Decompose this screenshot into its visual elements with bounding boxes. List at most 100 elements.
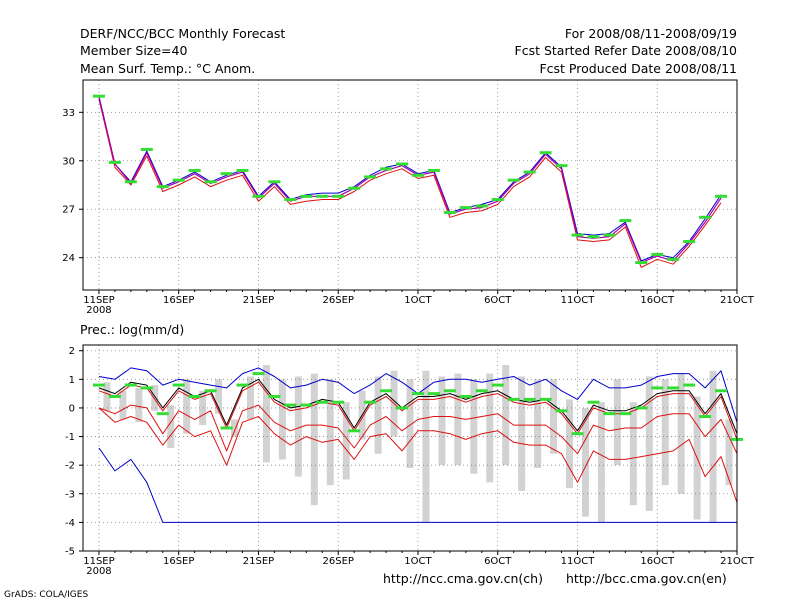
precip-spread-bar (629, 402, 637, 506)
precip-spread-bar (326, 379, 334, 486)
x-year-label: 2008 (86, 305, 111, 316)
header-started-date: Fcst Started Refer Date 2008/08/10 (515, 43, 738, 58)
y-tick-label: 33 (62, 108, 75, 119)
precip-spread-bar (454, 373, 462, 466)
precip-spread-bar (550, 379, 558, 454)
precip-spread-bar (422, 370, 430, 523)
x-tick-label: 26SEP (323, 295, 354, 306)
precip-spread-bar (151, 385, 159, 411)
x-tick-label: 1OCT (404, 556, 432, 567)
temp-lower-line (98, 99, 722, 268)
precip-spread-bar (518, 376, 526, 491)
y-tick-label: -4 (65, 518, 75, 529)
precip-min-line (98, 447, 737, 523)
precip-bars (103, 365, 733, 523)
precip-spread-bar (613, 379, 621, 466)
x-tick-label: 16SEP (163, 556, 194, 567)
precip-spread-bar (183, 379, 191, 434)
precip-mean-line (98, 378, 738, 434)
temperature-y-ticks: 24 27 30 33 (62, 108, 83, 264)
x-tick-label: 16OCT (640, 295, 675, 306)
precip-spread-bar (645, 376, 653, 511)
precip-spread-bar (246, 376, 254, 420)
precip-series (98, 367, 738, 523)
temperature-frame (82, 79, 738, 291)
x-tick-label: 6OCT (484, 295, 512, 306)
temp-upper-line (98, 96, 722, 262)
precip-frame (82, 344, 738, 552)
y-tick-label: -2 (65, 461, 75, 472)
precip-mid-red-line (98, 404, 738, 455)
temp-mean-line (98, 97, 722, 264)
y-tick-label: -5 (65, 547, 75, 558)
temperature-panel: 24 27 30 33 11SEP 16SEP 21SEP 26SEP 1OCT 6OCT 11O… (62, 79, 755, 316)
y-tick-label: -3 (65, 489, 75, 500)
precip-spread-bar (709, 370, 717, 523)
x-tick-label: 21SEP (243, 556, 274, 567)
temperature-grid (83, 80, 737, 290)
y-tick-label: 2 (69, 346, 75, 357)
x-tick-label: 1OCT (404, 295, 432, 306)
precip-spread-bar (167, 405, 175, 448)
precip-spread-bar (103, 382, 111, 411)
header-produced-date: Fcst Produced Date 2008/08/11 (539, 61, 737, 76)
x-tick-label: 26SEP (323, 556, 354, 567)
precip-spread-bar (374, 376, 382, 454)
footer-url-ch[interactable]: http://ncc.cma.gov.cn(ch) (383, 571, 543, 586)
y-tick-label: -1 (65, 432, 75, 443)
precip-spread-bar (566, 399, 574, 489)
y-tick-label: 24 (62, 253, 75, 264)
header-member-size: Member Size=40 (80, 43, 187, 58)
x-year-label: 2008 (86, 566, 111, 577)
footer-url-en[interactable]: http://bcc.cma.gov.cn(en) (566, 571, 727, 586)
header-variable: Mean Surf. Temp.: °C Anom. (80, 61, 255, 76)
precip-spread-bar (294, 376, 302, 477)
precip-spread-bar (470, 379, 478, 474)
precip-spread-bar (502, 365, 510, 466)
x-tick-label: 6OCT (484, 556, 512, 567)
precip-lower-red-line (98, 407, 738, 503)
precip-upper-red-line (98, 381, 738, 440)
precip-spread-bar (231, 419, 239, 437)
precip-spread-bar (342, 402, 350, 480)
x-tick-label: 11OCT (561, 295, 596, 306)
header-title: DERF/NCC/BCC Monthly Forecast (80, 26, 285, 41)
temperature-markers (92, 94, 728, 265)
y-tick-label: 0 (69, 403, 75, 414)
y-tick-label: 1 (69, 375, 75, 386)
x-tick-label: 21SEP (243, 295, 274, 306)
precip-y-ticks: -5 -4 -3 -2 -1 0 1 2 (65, 346, 83, 558)
footer-grads: GrADS: COLA/IGES (4, 590, 88, 600)
precip-spread-bar (278, 379, 286, 460)
header-period: For 2008/08/11-2008/09/19 (565, 26, 737, 41)
x-tick-label: 11OCT (561, 556, 596, 567)
temperature-series (98, 96, 722, 268)
precip-spread-bar (438, 376, 446, 466)
x-tick-label: 21OCT (720, 295, 755, 306)
precip-markers (92, 372, 743, 441)
precip-spread-bar (215, 379, 223, 414)
precip-x-ticks: 11SEP 16SEP 21SEP 26SEP 1OCT 6OCT 11OCT 16OCT 21… (83, 551, 755, 577)
precip-spread-bar (725, 419, 733, 486)
precip-spread-bar (119, 390, 127, 420)
precip-panel: -5 -4 -3 -2 -1 0 1 2 11SEP 16SEP 21SEP 26SEP 1OCT 6O… (65, 344, 755, 577)
precip-spread-bar (135, 387, 143, 423)
y-tick-label: 27 (62, 205, 75, 216)
precip-spread-bar (406, 379, 414, 469)
precip-spread-bar (661, 379, 669, 486)
x-tick-label: 21OCT (720, 556, 755, 567)
precip-spread-bar (486, 373, 494, 483)
x-tick-label: 16OCT (640, 556, 675, 567)
x-tick-label: 11SEP (83, 295, 114, 306)
precip-spread-bar (534, 379, 542, 469)
y-tick-label: 30 (62, 156, 75, 167)
temperature-x-ticks: 11SEP 16SEP 21SEP 26SEP 1OCT 6OCT 11OCT 16OCT 21… (83, 290, 755, 316)
x-tick-label: 11SEP (83, 556, 114, 567)
x-tick-label: 16SEP (163, 295, 194, 306)
precip-spread-bar (597, 402, 605, 523)
precip-spread-bar (677, 373, 685, 494)
precip-spread-bar (581, 407, 589, 517)
precip-spread-bar (199, 390, 207, 426)
precip-title: Prec.: log(mm/d) (80, 322, 184, 337)
